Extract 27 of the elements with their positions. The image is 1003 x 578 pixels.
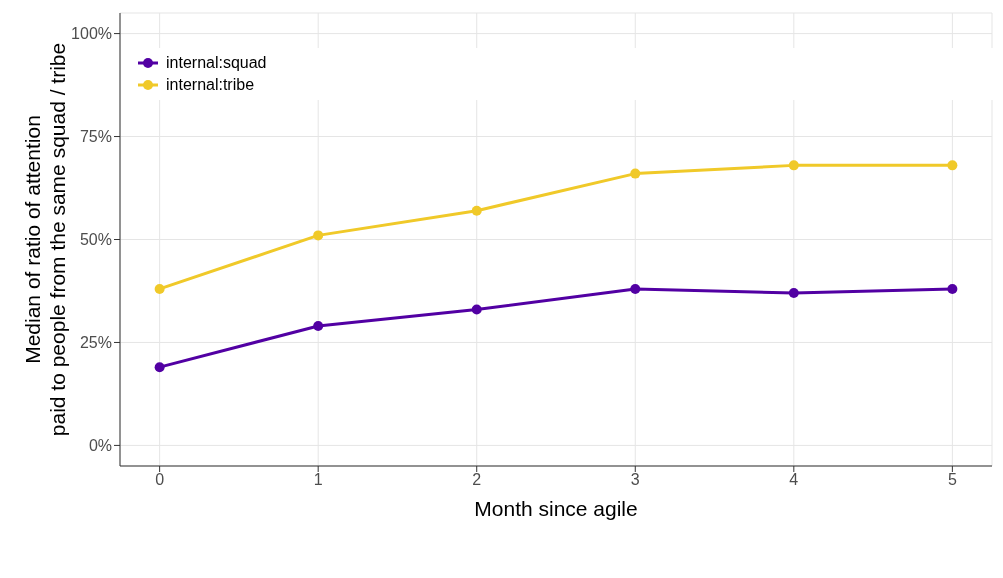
point: [154, 362, 165, 373]
y-tick-label: 50%: [79, 231, 112, 249]
point: [630, 283, 641, 294]
x-axis-title: Month since agile: [474, 497, 638, 520]
legend-label: internal:squad: [166, 54, 267, 72]
y-tick-label: 25%: [79, 334, 112, 352]
x-tick-label: 4: [789, 471, 799, 489]
x-tick-label: 2: [472, 471, 482, 489]
point: [313, 230, 324, 241]
y-tick-label: 0%: [88, 437, 112, 455]
point: [947, 283, 958, 294]
x-tick-label: 1: [313, 471, 323, 489]
point: [471, 304, 482, 315]
y-axis-title: Median of ratio of attention paid to people from the same squad / tribe: [21, 42, 69, 437]
point: [788, 288, 799, 299]
x-tick-label: 0: [155, 471, 165, 489]
point: [154, 283, 165, 294]
point: [788, 160, 799, 171]
y-tick-label: 100%: [71, 25, 112, 43]
y-tick-label: 75%: [79, 128, 112, 146]
legend-label: internal:tribe: [166, 76, 255, 94]
x-tick-label: 5: [947, 471, 957, 489]
x-tick-label: 3: [630, 471, 640, 489]
point: [313, 320, 324, 331]
point: [947, 160, 958, 171]
point: [471, 205, 482, 216]
point: [630, 168, 641, 179]
